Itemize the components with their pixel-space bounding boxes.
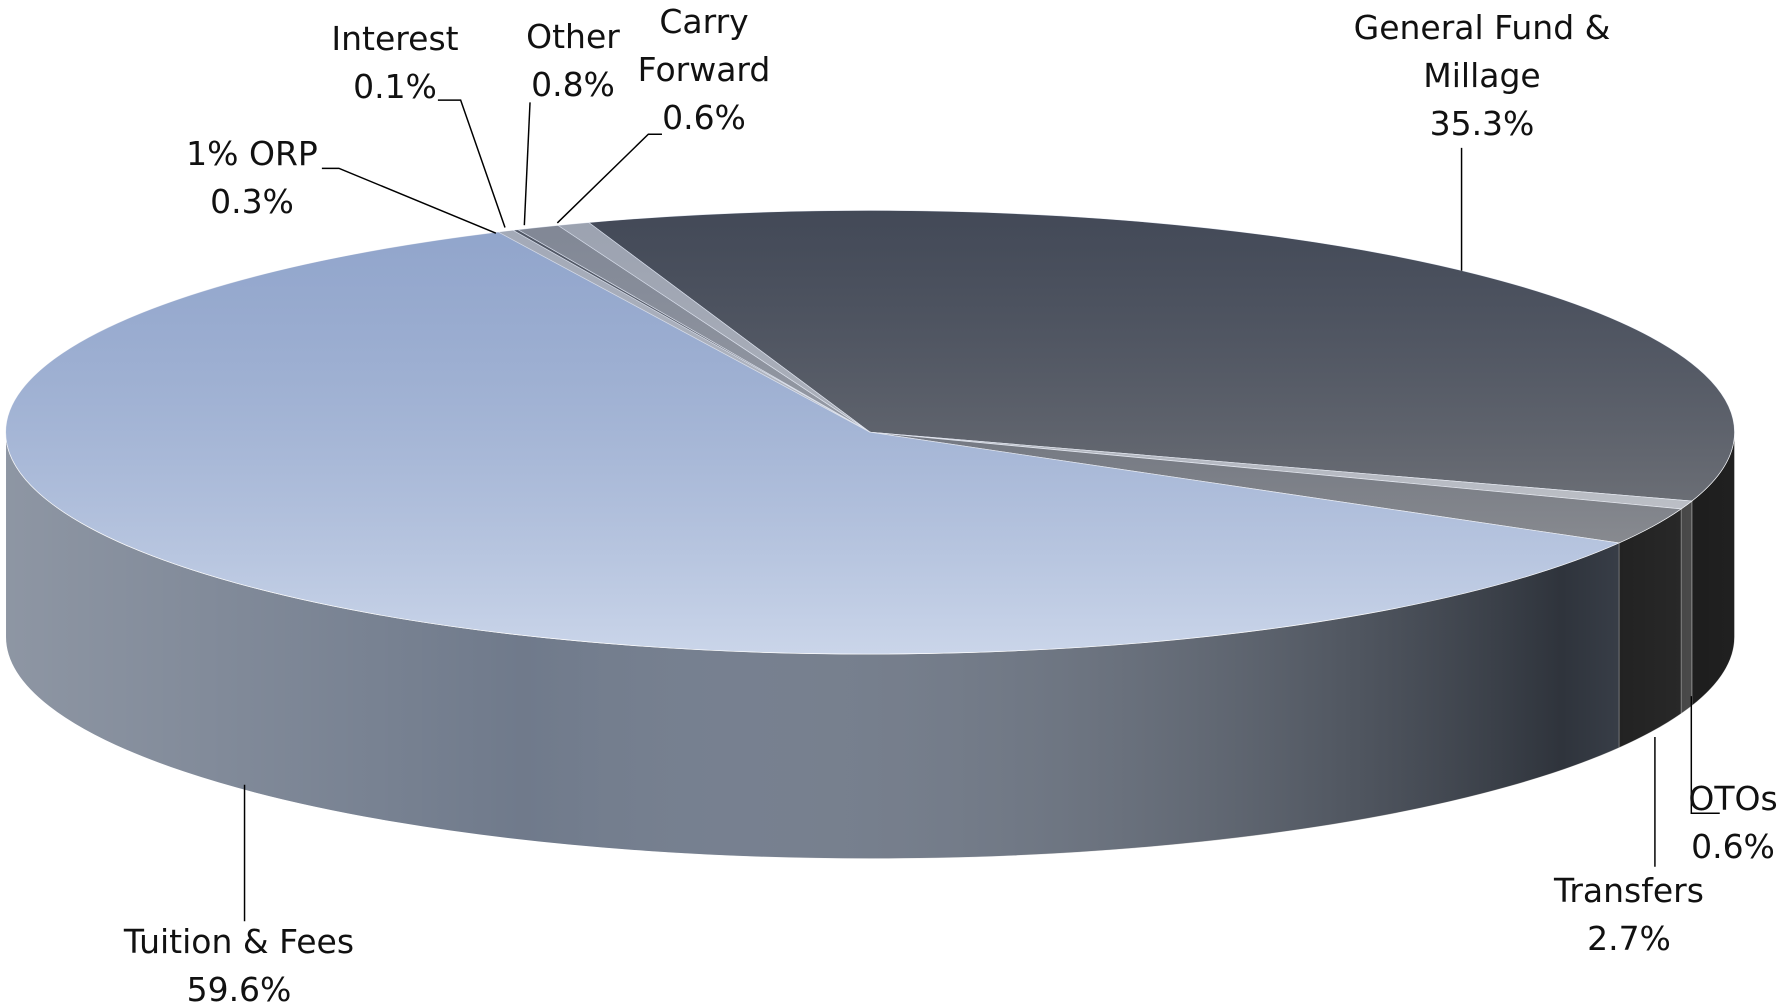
- category-label: Other: [526, 17, 620, 56]
- value-label: 2.7%: [1587, 919, 1671, 958]
- value-label: 0.3%: [210, 182, 294, 221]
- value-label: 59.6%: [186, 970, 292, 1008]
- leader-lines: [243, 99, 1720, 922]
- category-label: Tuition & Fees: [123, 922, 355, 961]
- category-label: OTOs: [1688, 779, 1778, 818]
- value-label: 35.3%: [1429, 104, 1535, 143]
- slice-label: Tuition & Fees 59.6%: [109, 918, 369, 1008]
- category-label: 1% ORP: [186, 134, 318, 173]
- leader-line: [437, 99, 506, 228]
- value-label: 0.6%: [1691, 827, 1775, 866]
- value-label: 0.1%: [353, 67, 437, 106]
- rim-shading: [5, 432, 1735, 859]
- leader-line: [1690, 696, 1720, 814]
- slice-label: OTOs 0.6%: [1688, 775, 1778, 871]
- slice-label: Other 0.8%: [518, 13, 628, 109]
- slice-label: 1% ORP 0.3%: [182, 130, 322, 226]
- value-label: 0.6%: [662, 98, 746, 137]
- category-label: General Fund & Millage: [1353, 8, 1611, 95]
- pie: [5, 210, 1735, 860]
- category-label: Interest: [331, 19, 459, 58]
- category-label: Transfers: [1554, 871, 1704, 910]
- slice-label: General Fund & Millage 35.3%: [1347, 4, 1617, 148]
- value-label: 0.8%: [531, 65, 615, 104]
- leader-line: [523, 102, 531, 226]
- slice-label: Transfers 2.7%: [1544, 867, 1714, 963]
- category-label: Carry Forward: [637, 2, 771, 89]
- slice-label: Carry Forward 0.6%: [629, 0, 779, 142]
- slice-label: Interest 0.1%: [325, 15, 465, 111]
- leader-line: [321, 167, 497, 234]
- leader-line: [556, 133, 662, 224]
